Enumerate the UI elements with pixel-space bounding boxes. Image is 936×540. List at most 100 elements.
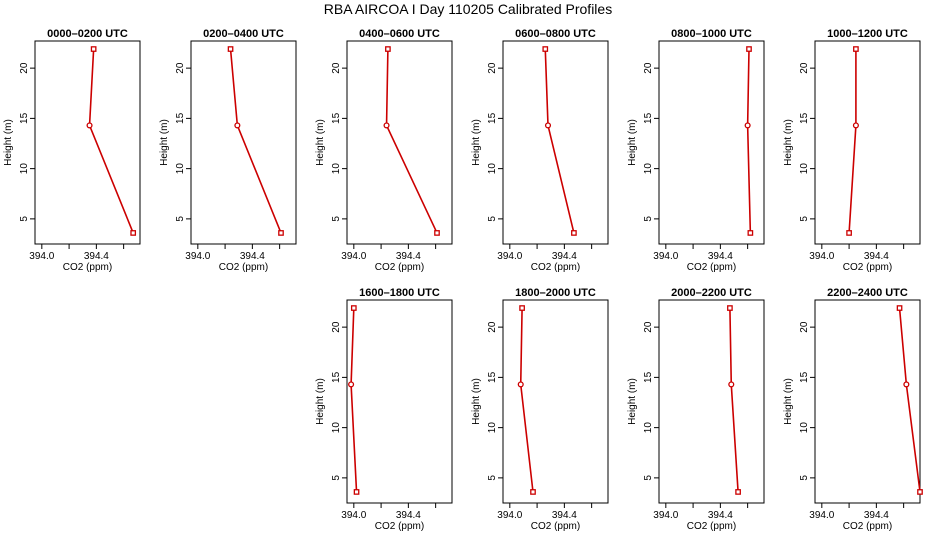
x-tick-label: 394.4	[552, 510, 577, 521]
y-tick-label: 5	[799, 475, 810, 481]
y-tick-label: 15	[799, 371, 810, 383]
panel-title: 0600–0800 UTC	[515, 28, 596, 40]
data-point	[90, 46, 97, 52]
data-point	[846, 230, 852, 236]
plot-frame	[502, 40, 609, 245]
x-axis-label: CO2 (ppm)	[843, 521, 892, 532]
data-point	[519, 305, 525, 311]
x-axis-label: CO2 (ppm)	[375, 521, 424, 532]
profile-line	[88, 48, 134, 234]
x-tick-label: 394.0	[29, 251, 54, 262]
plot-frame	[658, 40, 765, 245]
data-point	[744, 122, 751, 129]
y-tick-label: 15	[799, 112, 810, 124]
data-point	[227, 46, 234, 52]
y-tick-label: 20	[487, 62, 498, 74]
plot-frame	[502, 299, 609, 504]
y-tick-label: 10	[487, 422, 498, 434]
plot-frame	[346, 299, 453, 504]
x-axis-label: CO2 (ppm)	[843, 262, 892, 273]
y-axis-label: Height (m)	[315, 378, 326, 425]
y-tick-label: 20	[643, 62, 654, 74]
panel-title: 0400–0600 UTC	[359, 28, 440, 40]
profile-line	[746, 49, 752, 233]
x-tick-label: 394.4	[84, 251, 109, 262]
y-tick-label: 15	[487, 371, 498, 383]
profile-line	[229, 48, 282, 234]
x-tick-label: 394.0	[341, 251, 366, 262]
x-tick-label: 394.0	[809, 251, 834, 262]
y-axis-label: Height (m)	[627, 378, 638, 425]
plot-frame	[814, 40, 921, 245]
data-point	[348, 381, 355, 388]
x-tick-label: 394.4	[396, 510, 421, 521]
y-tick-label: 20	[643, 321, 654, 333]
y-axis-label: Height (m)	[159, 119, 170, 166]
panel-title: 0000–0200 UTC	[47, 28, 128, 40]
y-tick-label: 20	[487, 321, 498, 333]
data-point	[234, 122, 241, 129]
data-point	[735, 489, 741, 495]
x-tick-label: 394.4	[240, 251, 265, 262]
data-point	[903, 381, 910, 388]
y-axis-label: Height (m)	[471, 378, 482, 425]
x-tick-label: 394.0	[497, 510, 522, 521]
panel-title: 1800–2000 UTC	[515, 287, 596, 299]
data-point	[728, 381, 735, 388]
x-axis-label: CO2 (ppm)	[63, 262, 112, 273]
figure-title: RBA AIRCOA I Day 110205 Calibrated Profi…	[324, 1, 612, 17]
y-tick-label: 15	[643, 371, 654, 383]
data-point	[86, 122, 93, 129]
y-tick-label: 20	[331, 62, 342, 74]
y-axis-label: Height (m)	[471, 119, 482, 166]
plot-frame	[346, 40, 453, 245]
panel-title: 0200–0400 UTC	[203, 28, 284, 40]
profile-line	[519, 308, 534, 493]
x-axis-label: CO2 (ppm)	[531, 262, 580, 273]
x-tick-label: 394.4	[708, 251, 733, 262]
y-axis-label: Height (m)	[783, 378, 794, 425]
x-axis-label: CO2 (ppm)	[219, 262, 268, 273]
data-point	[896, 305, 903, 311]
data-point	[571, 230, 577, 236]
data-point	[542, 46, 549, 52]
y-tick-label: 15	[19, 112, 30, 124]
y-tick-label: 20	[331, 321, 342, 333]
y-axis-label: Height (m)	[3, 119, 14, 166]
y-tick-label: 15	[331, 112, 342, 124]
x-tick-label: 394.0	[653, 510, 678, 521]
data-point	[434, 230, 440, 236]
y-tick-label: 5	[643, 475, 654, 481]
profile-line	[544, 49, 575, 234]
y-tick-label: 5	[487, 216, 498, 222]
panel-title: 0800–1000 UTC	[671, 28, 752, 40]
x-axis-label: CO2 (ppm)	[375, 262, 424, 273]
plot-frame	[658, 299, 765, 504]
data-point	[353, 489, 360, 495]
y-axis-label: Height (m)	[783, 119, 794, 166]
y-tick-label: 10	[799, 422, 810, 434]
profile-line	[350, 308, 358, 492]
x-tick-label: 394.0	[341, 510, 366, 521]
y-axis-label: Height (m)	[315, 119, 326, 166]
y-tick-label: 20	[799, 321, 810, 333]
y-tick-label: 10	[643, 163, 654, 175]
y-tick-label: 10	[331, 163, 342, 175]
x-axis-label: CO2 (ppm)	[687, 521, 736, 532]
y-axis-label: Height (m)	[627, 119, 638, 166]
y-tick-label: 5	[331, 216, 342, 222]
x-tick-label: 394.0	[653, 251, 678, 262]
data-point	[852, 122, 859, 129]
y-tick-label: 20	[19, 62, 30, 74]
y-tick-label: 15	[175, 112, 186, 124]
data-point	[517, 381, 524, 388]
